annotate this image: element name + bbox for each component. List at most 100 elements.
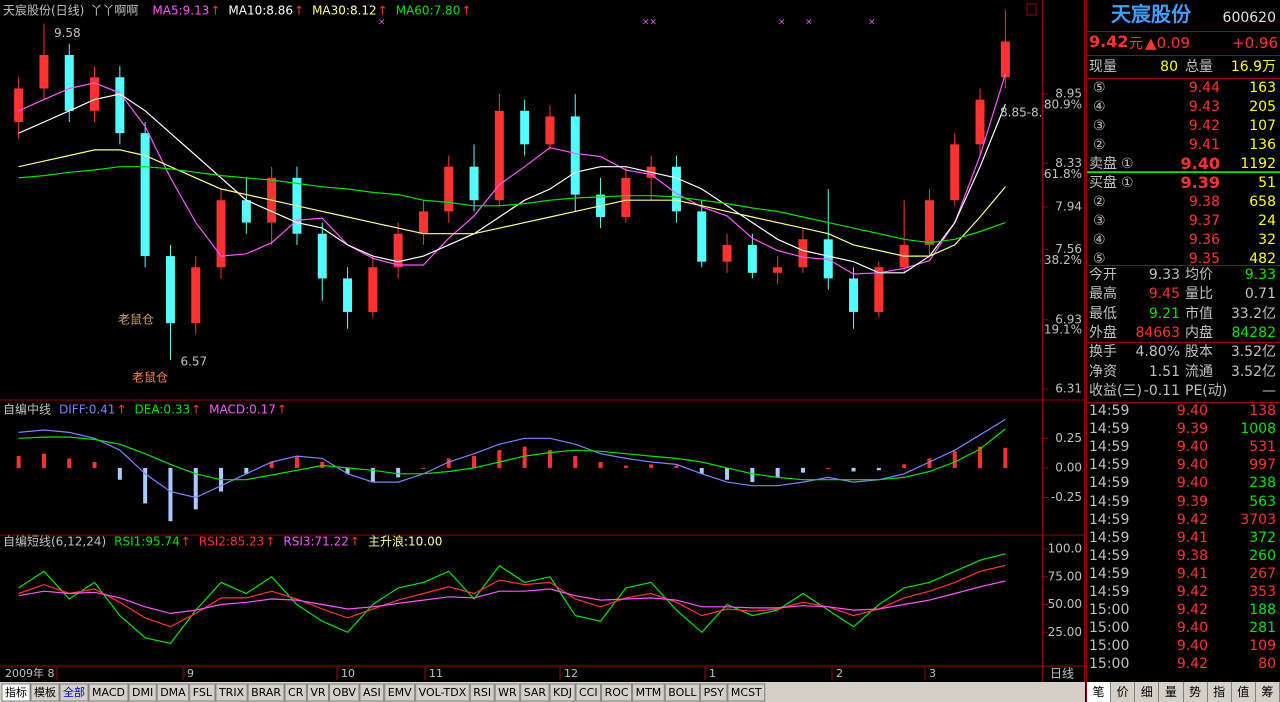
stock-name: 天宸股份 xyxy=(1111,2,1191,26)
tick-time: 14:59 xyxy=(1089,475,1130,492)
tick-time: 15:00 xyxy=(1089,638,1130,655)
tick-price: 9.40 xyxy=(1176,403,1208,419)
indicator-tab[interactable]: SAR xyxy=(520,683,550,702)
y-tick-label: 7.56 xyxy=(1055,242,1082,256)
stat-value: 1.51 xyxy=(1148,363,1180,380)
y-tick-label: 25.00 xyxy=(1048,625,1082,639)
stat-value: 3.52亿 xyxy=(1230,344,1276,361)
indicator-tab[interactable]: 指标 xyxy=(1,683,31,702)
tick-time: 14:59 xyxy=(1089,529,1130,546)
tab-label: OBV xyxy=(333,686,357,699)
legend-item: RSI3:71.22 xyxy=(283,535,349,549)
y-tick-label: 7.94 xyxy=(1055,199,1082,213)
indicator-tab[interactable]: ASI xyxy=(359,683,385,702)
tick-price: 9.39 xyxy=(1176,493,1208,510)
indicator-tab[interactable]: OBV xyxy=(329,683,360,702)
tick-volume: 997 xyxy=(1249,457,1276,474)
indicator-tab[interactable]: VR xyxy=(306,683,330,702)
indicator-tab[interactable]: KDJ xyxy=(549,683,576,702)
fib-label: 19.1% xyxy=(1044,322,1082,336)
panel-tab[interactable]: 价 xyxy=(1111,682,1136,702)
y-tick-label: 0.25 xyxy=(1055,431,1082,445)
stat-label: 最高 xyxy=(1089,286,1117,303)
indicator-tab[interactable]: ROC xyxy=(601,683,633,702)
book-price: 9.41 xyxy=(1188,137,1220,153)
panel-tab[interactable]: 筹 xyxy=(1256,682,1280,702)
stat-value: — xyxy=(1262,382,1276,399)
annotation: 老鼠仓 xyxy=(118,313,154,327)
tab-label: MCST xyxy=(731,686,762,699)
tab-background xyxy=(384,683,416,702)
high-label: 9.58 xyxy=(54,26,81,40)
indicator-tab[interactable]: EMV xyxy=(384,683,416,702)
indicator-tab[interactable]: MACD xyxy=(88,683,129,702)
candle-body xyxy=(317,233,327,279)
legend-item: MACD:0.17 xyxy=(209,403,276,417)
panel-tab[interactable]: 量 xyxy=(1159,682,1184,702)
book-volume: 107 xyxy=(1249,118,1276,134)
panel-tab[interactable]: 指 xyxy=(1208,682,1232,702)
stat-label: PE(动) xyxy=(1185,382,1228,399)
indicator-tab[interactable]: VOL-TDX xyxy=(415,683,470,702)
book-price: 9.40 xyxy=(1180,154,1220,173)
candle-body xyxy=(216,200,226,268)
x-tick-label: 11 xyxy=(429,667,443,680)
tab-label: BOLL xyxy=(668,686,697,699)
panel-tab[interactable]: 细 xyxy=(1135,682,1160,702)
tab-label: 指标 xyxy=(5,685,27,699)
tick-price: 9.41 xyxy=(1176,565,1208,582)
tick-volume: 260 xyxy=(1249,547,1276,564)
indicator-tab[interactable]: FSL xyxy=(189,683,216,702)
indicator-tab[interactable]: CCI xyxy=(575,683,602,702)
tick-volume: 138 xyxy=(1249,403,1276,419)
x-tick-label: 12 xyxy=(564,667,578,680)
candle-body xyxy=(697,211,707,262)
candle-body xyxy=(90,77,100,111)
tab-label: FSL xyxy=(193,686,213,699)
candle-body xyxy=(924,200,934,245)
tick-time: 14:59 xyxy=(1089,457,1130,474)
candle-body xyxy=(520,110,530,145)
price-unit: 元 xyxy=(1129,36,1143,52)
ma-line xyxy=(18,149,1006,257)
window-button[interactable] xyxy=(1026,3,1037,16)
panel-tab[interactable]: 势 xyxy=(1184,682,1208,702)
candle-body xyxy=(849,278,859,312)
indicator-tab[interactable]: 全部 xyxy=(59,683,89,702)
macd-bar xyxy=(1003,447,1008,468)
indicator-tab[interactable]: DMI xyxy=(128,683,157,702)
stat-value: 84663 xyxy=(1135,324,1180,341)
tab-background xyxy=(664,683,701,702)
frame xyxy=(0,0,1085,702)
tick-price: 9.41 xyxy=(1176,529,1208,546)
tick-volume: 372 xyxy=(1249,529,1276,546)
stat-label: 净资 xyxy=(1089,363,1117,380)
indicator-tab[interactable]: BRAR xyxy=(247,683,285,702)
indicator-tab[interactable]: 模板 xyxy=(30,683,60,702)
candle-body xyxy=(165,256,175,324)
indicator-tab[interactable]: TRIX xyxy=(215,683,248,702)
macd-bar xyxy=(775,467,780,478)
stat-value: 9.33 xyxy=(1148,267,1180,283)
indicator-tab[interactable]: RSI xyxy=(469,683,495,702)
tab-background xyxy=(359,683,385,702)
macd-bar xyxy=(649,464,654,468)
markers: × ×× × × × xyxy=(378,18,876,28)
tab-background xyxy=(727,683,766,702)
book-volume: 32 xyxy=(1258,232,1276,248)
marker: × xyxy=(805,18,813,28)
panel-tab[interactable]: 值 xyxy=(1232,682,1256,702)
panel-tab[interactable]: 笔 xyxy=(1087,682,1112,702)
separator xyxy=(1087,31,1280,32)
tab-label: VR xyxy=(310,686,326,699)
indicator-tab[interactable]: DMA xyxy=(156,683,190,702)
rsi-line xyxy=(18,580,1006,615)
indicator-tab[interactable]: BOLL xyxy=(664,683,701,702)
indicator-tab[interactable]: WR xyxy=(494,683,521,702)
indicator-tab[interactable]: PSY xyxy=(700,683,728,702)
indicator-tab[interactable]: CR xyxy=(284,683,307,702)
indicator-tab[interactable]: MTM xyxy=(632,683,665,702)
indicator-tab[interactable]: MCST xyxy=(727,683,766,702)
tick-volume: 238 xyxy=(1249,475,1276,492)
y-tick-label: -0.25 xyxy=(1051,490,1082,504)
